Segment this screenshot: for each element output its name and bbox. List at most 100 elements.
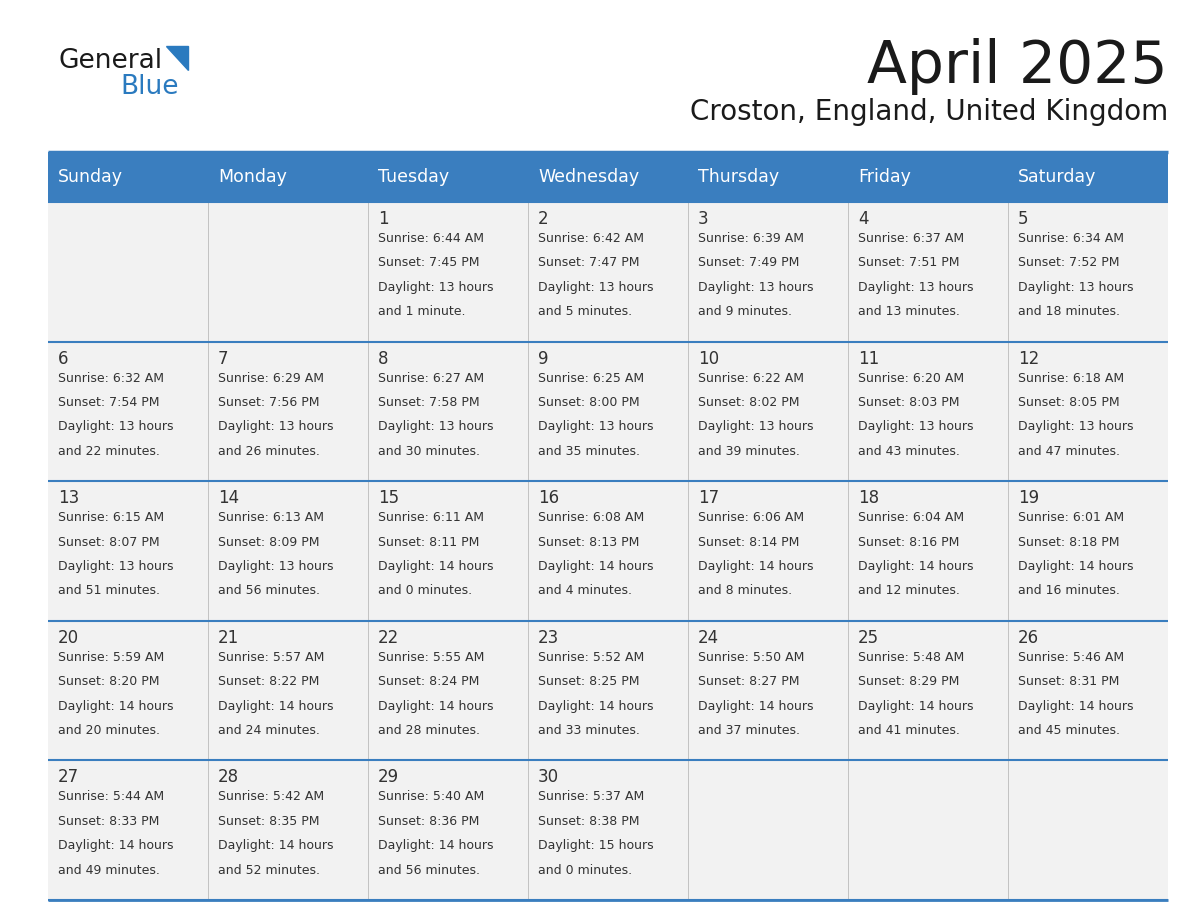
Text: and 47 minutes.: and 47 minutes. bbox=[1018, 445, 1120, 458]
Text: Sunrise: 5:40 AM: Sunrise: 5:40 AM bbox=[378, 790, 485, 803]
Text: Daylight: 14 hours: Daylight: 14 hours bbox=[58, 700, 173, 712]
Bar bbox=[48, 152, 1168, 202]
Text: Daylight: 13 hours: Daylight: 13 hours bbox=[858, 281, 973, 294]
Text: Daylight: 13 hours: Daylight: 13 hours bbox=[1018, 281, 1133, 294]
Bar bbox=[688, 621, 848, 760]
Text: Daylight: 14 hours: Daylight: 14 hours bbox=[378, 560, 493, 573]
Text: Sunrise: 5:44 AM: Sunrise: 5:44 AM bbox=[58, 790, 164, 803]
Text: Sunrise: 5:48 AM: Sunrise: 5:48 AM bbox=[858, 651, 965, 664]
Text: Sunset: 7:51 PM: Sunset: 7:51 PM bbox=[858, 256, 960, 269]
Text: General: General bbox=[58, 48, 162, 74]
Text: Sunset: 8:38 PM: Sunset: 8:38 PM bbox=[538, 815, 639, 828]
Text: 30: 30 bbox=[538, 768, 560, 787]
Text: and 51 minutes.: and 51 minutes. bbox=[58, 585, 160, 598]
Bar bbox=[688, 481, 848, 621]
Text: Sunset: 8:14 PM: Sunset: 8:14 PM bbox=[699, 535, 800, 549]
Text: 5: 5 bbox=[1018, 210, 1029, 228]
Text: Daylight: 13 hours: Daylight: 13 hours bbox=[1018, 420, 1133, 433]
Text: Sunset: 8:35 PM: Sunset: 8:35 PM bbox=[219, 815, 320, 828]
Text: Sunset: 8:31 PM: Sunset: 8:31 PM bbox=[1018, 676, 1119, 688]
Text: 14: 14 bbox=[219, 489, 239, 508]
Text: and 9 minutes.: and 9 minutes. bbox=[699, 306, 792, 319]
Text: and 0 minutes.: and 0 minutes. bbox=[378, 585, 472, 598]
Text: and 39 minutes.: and 39 minutes. bbox=[699, 445, 800, 458]
Text: Sunset: 8:18 PM: Sunset: 8:18 PM bbox=[1018, 535, 1119, 549]
Text: and 26 minutes.: and 26 minutes. bbox=[219, 445, 320, 458]
Text: and 41 minutes.: and 41 minutes. bbox=[858, 724, 960, 737]
Bar bbox=[368, 202, 527, 341]
Text: 7: 7 bbox=[219, 350, 228, 367]
Text: Sunset: 8:36 PM: Sunset: 8:36 PM bbox=[378, 815, 480, 828]
Text: Sunset: 8:27 PM: Sunset: 8:27 PM bbox=[699, 676, 800, 688]
Text: 28: 28 bbox=[219, 768, 239, 787]
Text: 3: 3 bbox=[699, 210, 708, 228]
Text: Sunrise: 6:22 AM: Sunrise: 6:22 AM bbox=[699, 372, 804, 385]
Text: Sunrise: 5:37 AM: Sunrise: 5:37 AM bbox=[538, 790, 644, 803]
Text: and 13 minutes.: and 13 minutes. bbox=[858, 306, 960, 319]
Bar bbox=[527, 202, 688, 341]
Text: Sunrise: 6:29 AM: Sunrise: 6:29 AM bbox=[219, 372, 324, 385]
Bar bbox=[208, 760, 368, 900]
Text: Sunrise: 5:55 AM: Sunrise: 5:55 AM bbox=[378, 651, 485, 664]
Text: Sunset: 7:49 PM: Sunset: 7:49 PM bbox=[699, 256, 800, 269]
Text: 21: 21 bbox=[219, 629, 239, 647]
Text: Sunset: 8:22 PM: Sunset: 8:22 PM bbox=[219, 676, 320, 688]
Text: 11: 11 bbox=[858, 350, 879, 367]
Text: Sunset: 7:54 PM: Sunset: 7:54 PM bbox=[58, 396, 159, 409]
Text: Sunrise: 6:08 AM: Sunrise: 6:08 AM bbox=[538, 511, 644, 524]
Text: Sunrise: 6:13 AM: Sunrise: 6:13 AM bbox=[219, 511, 324, 524]
Text: Daylight: 14 hours: Daylight: 14 hours bbox=[378, 700, 493, 712]
Text: Daylight: 14 hours: Daylight: 14 hours bbox=[1018, 700, 1133, 712]
Text: Sunrise: 6:27 AM: Sunrise: 6:27 AM bbox=[378, 372, 485, 385]
Text: and 8 minutes.: and 8 minutes. bbox=[699, 585, 792, 598]
Text: and 16 minutes.: and 16 minutes. bbox=[1018, 585, 1120, 598]
Bar bbox=[48, 621, 208, 760]
Text: 17: 17 bbox=[699, 489, 719, 508]
Text: Sunrise: 6:20 AM: Sunrise: 6:20 AM bbox=[858, 372, 965, 385]
Text: 25: 25 bbox=[858, 629, 879, 647]
Bar bbox=[527, 341, 688, 481]
Text: Sunset: 8:25 PM: Sunset: 8:25 PM bbox=[538, 676, 639, 688]
Text: Wednesday: Wednesday bbox=[538, 168, 639, 186]
Text: Daylight: 13 hours: Daylight: 13 hours bbox=[219, 420, 334, 433]
Text: Sunset: 7:47 PM: Sunset: 7:47 PM bbox=[538, 256, 639, 269]
Bar bbox=[688, 341, 848, 481]
Text: 15: 15 bbox=[378, 489, 399, 508]
Text: Sunset: 8:02 PM: Sunset: 8:02 PM bbox=[699, 396, 800, 409]
Text: 4: 4 bbox=[858, 210, 868, 228]
Text: and 28 minutes.: and 28 minutes. bbox=[378, 724, 480, 737]
Text: Daylight: 14 hours: Daylight: 14 hours bbox=[1018, 560, 1133, 573]
Text: Sunrise: 6:25 AM: Sunrise: 6:25 AM bbox=[538, 372, 644, 385]
Text: Daylight: 13 hours: Daylight: 13 hours bbox=[58, 420, 173, 433]
Text: Sunrise: 6:39 AM: Sunrise: 6:39 AM bbox=[699, 232, 804, 245]
Text: Sunset: 8:00 PM: Sunset: 8:00 PM bbox=[538, 396, 639, 409]
Bar bbox=[1007, 760, 1168, 900]
Text: 22: 22 bbox=[378, 629, 399, 647]
Text: Sunrise: 5:59 AM: Sunrise: 5:59 AM bbox=[58, 651, 164, 664]
Text: Daylight: 13 hours: Daylight: 13 hours bbox=[699, 420, 814, 433]
Text: Sunrise: 5:57 AM: Sunrise: 5:57 AM bbox=[219, 651, 324, 664]
Text: and 18 minutes.: and 18 minutes. bbox=[1018, 306, 1120, 319]
Text: Daylight: 13 hours: Daylight: 13 hours bbox=[858, 420, 973, 433]
Text: and 1 minute.: and 1 minute. bbox=[378, 306, 466, 319]
Text: Daylight: 15 hours: Daylight: 15 hours bbox=[538, 839, 653, 852]
Text: Sunset: 8:03 PM: Sunset: 8:03 PM bbox=[858, 396, 960, 409]
Text: and 20 minutes.: and 20 minutes. bbox=[58, 724, 160, 737]
Bar bbox=[527, 481, 688, 621]
Text: Sunset: 7:56 PM: Sunset: 7:56 PM bbox=[219, 396, 320, 409]
Text: 27: 27 bbox=[58, 768, 80, 787]
Text: 10: 10 bbox=[699, 350, 719, 367]
Bar bbox=[1007, 481, 1168, 621]
Text: 26: 26 bbox=[1018, 629, 1040, 647]
Text: Sunset: 7:52 PM: Sunset: 7:52 PM bbox=[1018, 256, 1119, 269]
Text: Croston, England, United Kingdom: Croston, England, United Kingdom bbox=[690, 98, 1168, 126]
Bar bbox=[48, 481, 208, 621]
Bar bbox=[1007, 621, 1168, 760]
Text: 12: 12 bbox=[1018, 350, 1040, 367]
Text: Sunrise: 6:34 AM: Sunrise: 6:34 AM bbox=[1018, 232, 1124, 245]
Bar bbox=[368, 760, 527, 900]
Bar bbox=[848, 621, 1007, 760]
Text: Sunset: 7:45 PM: Sunset: 7:45 PM bbox=[378, 256, 480, 269]
Text: Blue: Blue bbox=[120, 74, 178, 100]
Text: Sunset: 8:33 PM: Sunset: 8:33 PM bbox=[58, 815, 159, 828]
